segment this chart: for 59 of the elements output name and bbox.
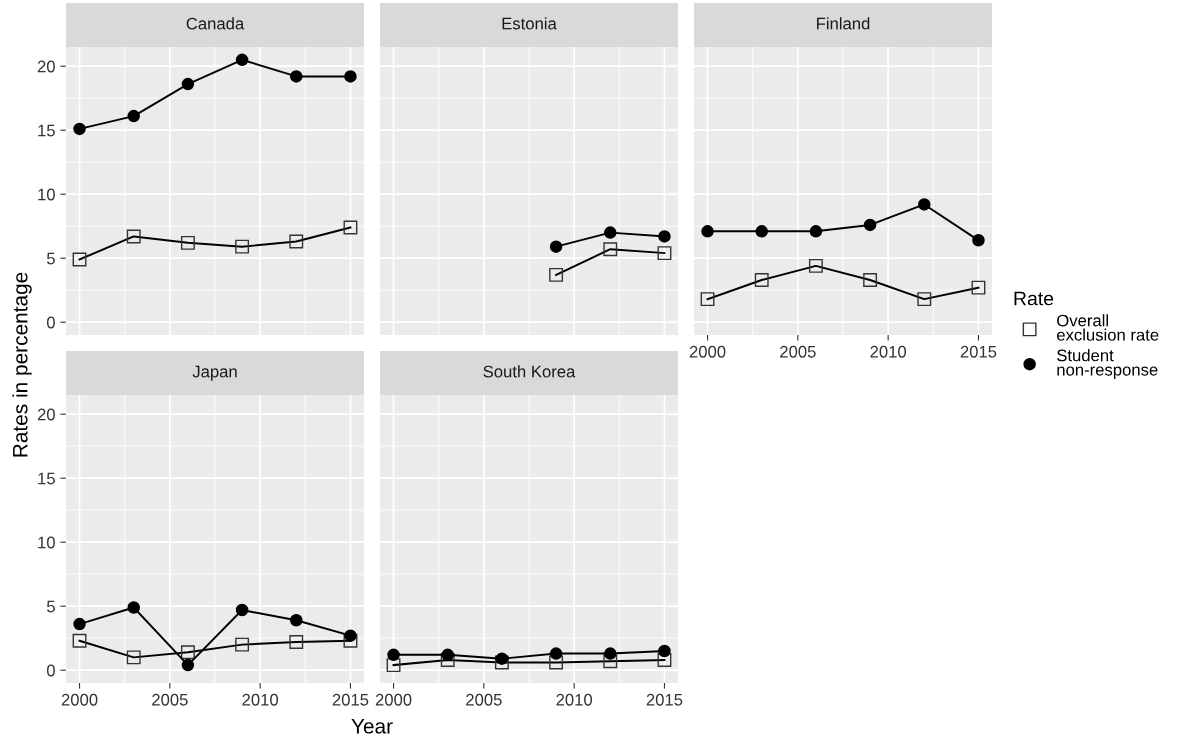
chart-title: Japan [192,365,237,381]
x-tick-label: 2000 [689,345,726,358]
point [604,226,617,239]
point [918,198,931,211]
y-axis-title: Rates in percentage [12,272,32,457]
chart-title: Canada [186,17,245,30]
y-tick-label: 5 [46,252,55,265]
point [495,652,509,665]
point [73,122,86,136]
point [701,225,714,238]
x-tick-label: 2015 [960,345,997,358]
point [658,644,671,658]
point [549,240,563,253]
point [127,601,140,614]
point [863,218,877,232]
y-tick-label: 20 [37,60,55,73]
point [972,234,985,247]
legend-title: Rate [1014,291,1054,306]
point [658,230,671,243]
point [809,225,823,238]
y-tick-label: 15 [38,124,55,137]
point [235,53,249,67]
point [604,647,617,660]
y-tick-label: 20 [37,408,55,421]
y-tick-label: 10 [38,188,55,201]
point [181,77,195,91]
point [344,629,357,642]
x-axis-title: Year [351,719,393,734]
point [290,70,303,83]
point [127,109,140,123]
x-tick-label: 2005 [466,693,502,706]
x-tick-label: 2005 [152,693,188,706]
point [549,647,563,660]
chart-title: Finland [817,17,870,30]
point [235,603,249,617]
x-tick-label: 2010 [556,693,593,706]
y-tick-label: 10 [38,536,55,549]
x-tick-label: 2000 [375,693,412,706]
legend-label: Overall exclusion rate [1057,314,1159,341]
legend-label: Student non-response [1057,349,1158,379]
x-tick-label: 2010 [242,693,279,706]
chart-title: South Korea [483,365,576,378]
x-tick-label: 2010 [870,345,907,358]
point [441,648,454,662]
point [181,658,195,672]
y-tick-label: 15 [38,472,55,485]
point [387,648,400,662]
point [344,70,357,83]
x-tick-label: 2000 [61,693,98,706]
y-tick-label: 0 [46,316,55,329]
point [290,614,303,627]
y-tick-label: 5 [46,600,55,613]
point [73,617,86,631]
x-tick-label: 2015 [332,693,369,706]
y-tick-label: 0 [46,664,55,677]
x-tick-label: 2005 [780,345,816,358]
chart-title: Estonia [502,17,557,30]
x-tick-label: 2015 [646,693,683,706]
point [755,225,768,238]
